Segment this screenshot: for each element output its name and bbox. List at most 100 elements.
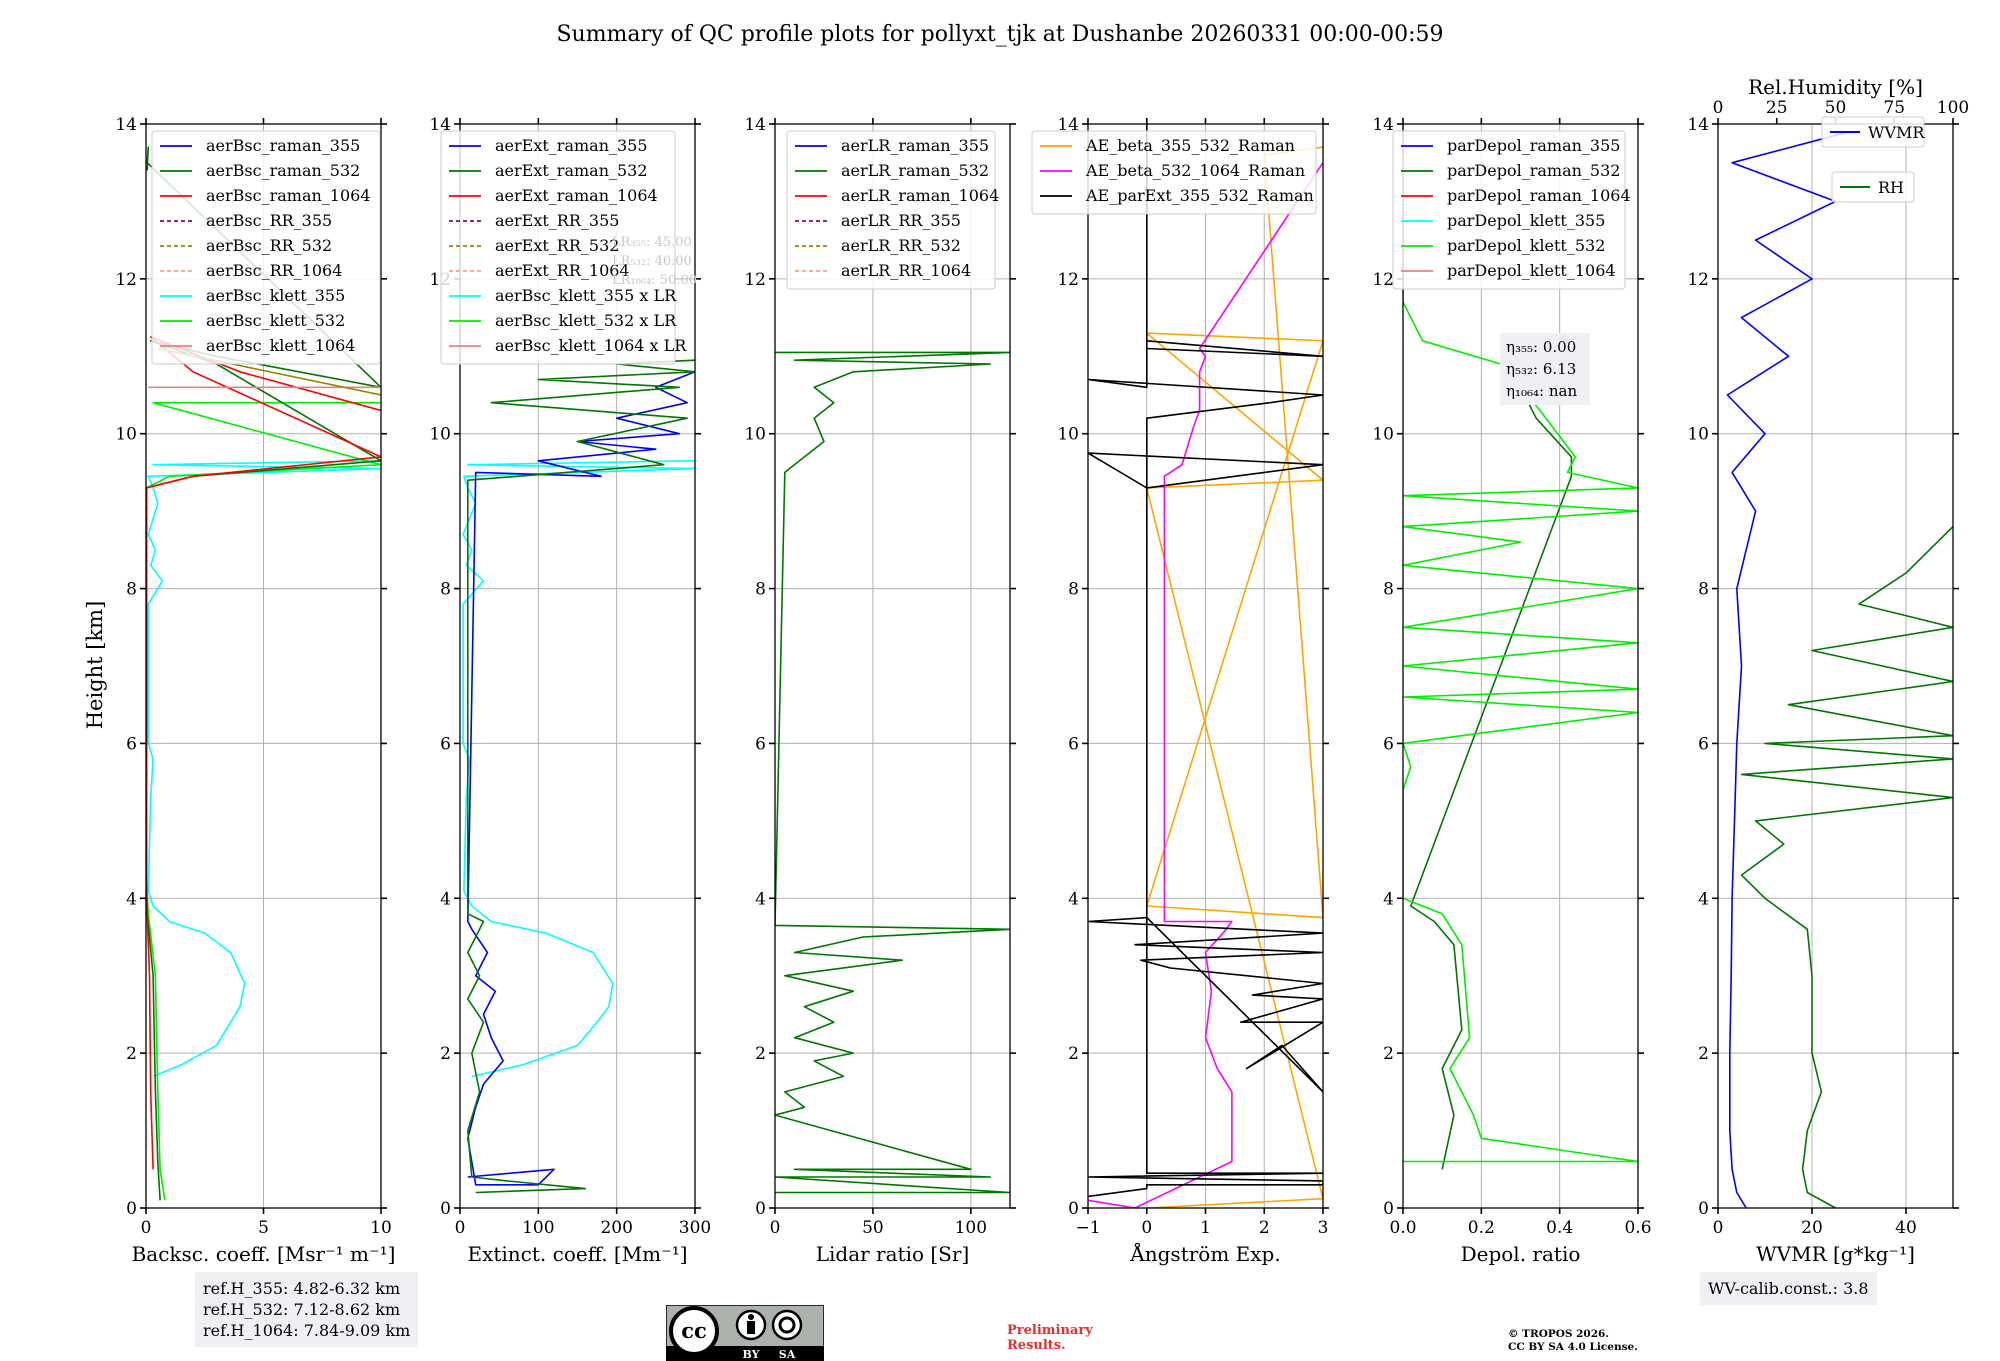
eta-label: η₅₃₂: 6.13: [1506, 360, 1576, 378]
y-tick-label: 0: [1698, 1199, 1709, 1219]
y-tick-label: 10: [1687, 425, 1709, 445]
y-tick-label: 12: [115, 270, 137, 290]
legend-label: aerBsc_klett_1064: [206, 336, 355, 355]
x-tick-label: 0: [770, 1218, 781, 1238]
y-tick-label: 8: [1383, 580, 1394, 600]
legend: aerExt_raman_355 aerExt_raman_532 aerExt_r…: [440, 130, 687, 365]
x-tick-label: 1: [1200, 1218, 1211, 1238]
plot-frame: [1402, 123, 1639, 1209]
legend-label: aerExt_RR_355: [495, 211, 619, 230]
legend: parDepol_raman_355 parDepol_raman_532 parD…: [1392, 130, 1631, 290]
y-tick-label: 12: [1687, 270, 1709, 290]
y-tick-label: 10: [1057, 425, 1079, 445]
wv-calib-box: WV-calib.const.: 3.8: [1700, 1272, 1877, 1305]
y-tick-label: 4: [126, 889, 137, 909]
y-tick-label: 12: [744, 270, 766, 290]
y-tick-label: 6: [440, 734, 451, 754]
legend-wvmr: WVMR: [1821, 116, 1925, 148]
x-tick-label: 200: [600, 1218, 632, 1238]
x-tick-label: 3: [1318, 1218, 1329, 1238]
legend-label: aerLR_raman_355: [841, 136, 989, 155]
series-AE_beta_355_532_Raman: [1146, 146, 1323, 1208]
y-tick-label: 4: [755, 889, 766, 909]
y-tick-label: 14: [1372, 115, 1394, 135]
series-aerExt_raman_355: [467, 371, 695, 1186]
y-tick-label: 8: [755, 580, 766, 600]
sa-share-icon: [771, 1309, 803, 1341]
preliminary-line-1: Preliminary: [1007, 1323, 1093, 1338]
legend-label: parDepol_klett_355: [1447, 211, 1605, 230]
y-tick-label: 4: [1698, 889, 1709, 909]
eta-label: η₃₅₅: 0.00: [1506, 338, 1576, 356]
y-tick-label: 2: [440, 1044, 451, 1064]
legend-label: parDepol_raman_532: [1447, 161, 1620, 180]
y-tick-label: 6: [1068, 734, 1079, 754]
series-parDepol_klett_532: [1403, 124, 1638, 1163]
legend-label: aerExt_RR_1064: [495, 261, 630, 280]
x-tick-label: 40: [1895, 1218, 1917, 1238]
sa-label: SA: [779, 1348, 796, 1361]
x-tick-label: 0: [455, 1218, 466, 1238]
y-tick-label: 10: [115, 425, 137, 445]
x-tick-label: 50: [862, 1218, 884, 1238]
top-tick-label: 25: [1766, 98, 1788, 118]
y-tick-label: 10: [429, 425, 451, 445]
legend-label: aerBsc_klett_532: [206, 311, 345, 330]
legend-label: aerBsc_klett_1064 x LR: [495, 336, 687, 355]
x-axis-label: WVMR [g*kg⁻¹]: [1756, 1242, 1915, 1266]
x-axis-label: Lidar ratio [Sr]: [816, 1242, 970, 1266]
y-tick-label: 4: [1068, 889, 1079, 909]
legend-label: aerBsc_klett_355 x LR: [495, 286, 677, 305]
legend-label: aerBsc_RR_355: [206, 211, 332, 230]
plot-frame: [1717, 123, 1954, 1209]
x-axis-label: Depol. ratio: [1461, 1242, 1581, 1266]
x-tick-label: −1: [1075, 1218, 1100, 1238]
y-tick-label: 14: [1057, 115, 1079, 135]
y-tick-label: 8: [440, 580, 451, 600]
lr-note: LR₅₃₂: 40.00: [612, 254, 692, 269]
y-tick-label: 14: [115, 115, 137, 135]
legend-label: aerBsc_raman_355: [206, 136, 360, 155]
top-tick-label: 75: [1883, 98, 1905, 118]
legend-label: aerExt_raman_1064: [495, 186, 658, 205]
series-WVMR: [1726, 130, 1850, 1208]
series-aerBsc_klett_355 x LR: [462, 460, 695, 1078]
x-tick-label: 300: [679, 1218, 711, 1238]
eta-label: η₁₀₆₄: nan: [1506, 382, 1577, 400]
panel-depol: 0 2 4 6 8 10 12 14 0.0 0.2 0.4 0.6 Depol. ratio parDe…: [1372, 115, 1651, 1266]
x-tick-label: 0.2: [1468, 1218, 1495, 1238]
y-tick-label: 2: [755, 1044, 766, 1064]
legend-label: aerExt_raman_532: [495, 161, 648, 180]
series-AE_beta_532_1064_Raman: [1088, 162, 1323, 1208]
series-parDepol_raman_532: [1410, 348, 1573, 1170]
y-tick-label: 4: [1383, 889, 1394, 909]
y-tick-label: 12: [1372, 270, 1394, 290]
y-tick-label: 8: [1068, 580, 1079, 600]
y-tick-label: 6: [1698, 734, 1709, 754]
wv-calib-text: WV-calib.const.: 3.8: [1708, 1279, 1869, 1298]
ref-height-532: ref.H_532: 7.12-8.62 km: [203, 1300, 401, 1319]
x-tick-label: 20: [1801, 1218, 1823, 1238]
x-tick-label: 10: [370, 1218, 392, 1238]
y-tick-label: 0: [440, 1199, 451, 1219]
y-tick-label: 6: [126, 734, 137, 754]
ref-height-box: ref.H_355: 4.82-6.32 km ref.H_532: 7.12-…: [195, 1272, 419, 1347]
ref-height-355: ref.H_355: 4.82-6.32 km: [203, 1279, 401, 1298]
x-axis-label: Extinct. coeff. [Mm⁻¹]: [467, 1242, 687, 1266]
y-tick-label: 2: [126, 1044, 137, 1064]
y-tick-label: 12: [1057, 270, 1079, 290]
copyright-line-1: © TROPOS 2026.: [1508, 1328, 1610, 1340]
y-tick-label: 2: [1383, 1044, 1394, 1064]
eta-box: [1500, 333, 1590, 405]
y-axis-label: Height [km]: [83, 601, 107, 730]
preliminary-line-2: Results.: [1007, 1338, 1066, 1353]
legend-label: AE_beta_355_532_Raman: [1085, 136, 1295, 155]
panel-lidar_ratio: 0 2 4 6 8 10 12 14 0 50 100 Lidar ratio [Sr] aerLR_r…: [744, 115, 1016, 1266]
x-tick-label: 5: [258, 1218, 269, 1238]
y-tick-label: 2: [1068, 1044, 1079, 1064]
preliminary-note: Preliminary Results.: [1007, 1323, 1093, 1353]
y-tick-label: 8: [1698, 580, 1709, 600]
x-tick-label: 0: [1713, 1218, 1724, 1238]
